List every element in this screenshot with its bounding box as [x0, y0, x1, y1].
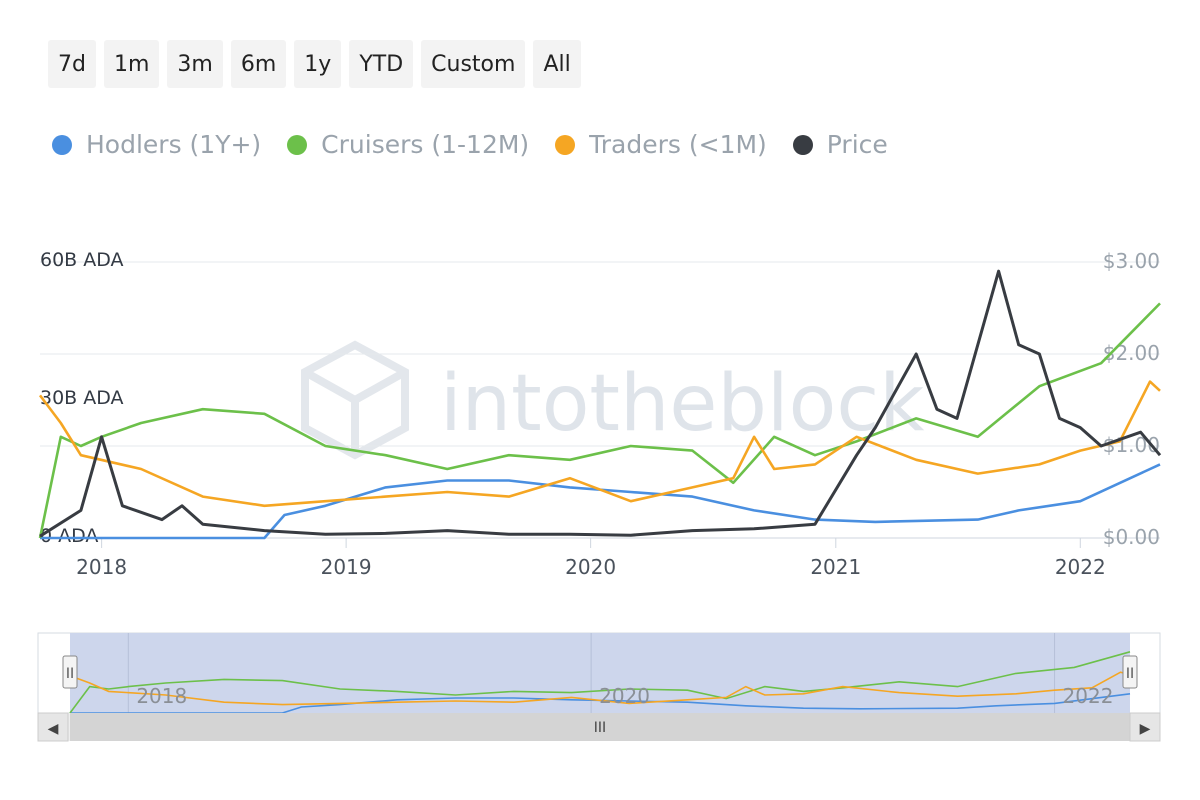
legend-item-1[interactable]: Cruisers (1-12M): [287, 130, 529, 159]
series-line-2: [38, 380, 1161, 508]
legend-label: Price: [826, 130, 888, 159]
x-axis: 2018 2019 2020 2021 2022: [76, 538, 1106, 579]
range-button-1m[interactable]: 1m: [103, 40, 160, 88]
legend-label: Cruisers (1-12M): [321, 130, 530, 159]
left-axis-label: 60B ADA: [40, 249, 124, 271]
range-selector: 7d 1m 3m 6m 1y YTD Custom All: [48, 40, 581, 88]
navigator-left-handle[interactable]: II: [62, 655, 78, 689]
main-chart: intotheblock 60B ADA 30B ADA 0 ADA $3.00$2…: [38, 249, 1162, 579]
navigator-right-handle[interactable]: II: [1122, 655, 1138, 689]
range-button-custom[interactable]: Custom: [421, 40, 526, 88]
x-axis-label: 2018: [76, 555, 127, 579]
legend-dot-icon: [52, 134, 72, 155]
watermark: intotheblock: [440, 359, 924, 449]
left-axis: 60B ADA 30B ADA 0 ADA: [40, 249, 124, 547]
legend-item-3[interactable]: Price: [792, 130, 888, 159]
x-axis-label: 2020: [565, 555, 616, 579]
x-axis-label: 2019: [321, 555, 372, 579]
series-layer: [38, 269, 1162, 540]
legend-dot-icon: [287, 134, 308, 155]
legend-label: Hodlers (1Y+): [86, 130, 262, 159]
right-axis: $3.00$2.00$1.00$0.00: [1103, 249, 1160, 549]
left-handle-grip-icon: II: [66, 666, 74, 682]
left-axis-label: 30B ADA: [40, 387, 124, 409]
x-axis-label: 2021: [810, 555, 861, 579]
x-axis-label: 2022: [1055, 555, 1106, 579]
right-handle-grip-icon: II: [1126, 666, 1134, 682]
range-button-ytd[interactable]: YTD: [349, 40, 414, 88]
watermark-logo-icon: [301, 340, 409, 460]
range-button-7d[interactable]: 7d: [48, 40, 96, 88]
series-line-3: [39, 269, 1162, 538]
legend-dot-icon: [792, 134, 813, 155]
left-axis-label: 0 ADA: [40, 525, 98, 547]
range-button-3m[interactable]: 3m: [167, 40, 223, 88]
legend: Hodlers (1Y+) Cruisers (1-12M) Traders (<1…: [52, 130, 888, 159]
right-axis-label: $0.00: [1103, 525, 1160, 549]
range-button-all[interactable]: All: [533, 40, 581, 88]
range-button-1y[interactable]: 1y: [294, 40, 342, 88]
navigator-selection[interactable]: [70, 633, 1130, 713]
scroll-right-button[interactable]: [1129, 712, 1161, 742]
right-axis-label: $3.00: [1103, 249, 1160, 273]
legend-item-0[interactable]: Hodlers (1Y+): [52, 130, 261, 159]
legend-label: Traders (<1M): [589, 130, 767, 159]
scrollbar-thumb[interactable]: [70, 713, 1130, 741]
range-button-6m[interactable]: 6m: [230, 40, 287, 88]
scroll-left-button[interactable]: [37, 712, 69, 742]
series-line-1: [38, 302, 1161, 539]
series-line-0: [40, 463, 1161, 540]
legend-dot-icon: [555, 134, 576, 155]
legend-item-2[interactable]: Traders (<1M): [555, 130, 767, 159]
